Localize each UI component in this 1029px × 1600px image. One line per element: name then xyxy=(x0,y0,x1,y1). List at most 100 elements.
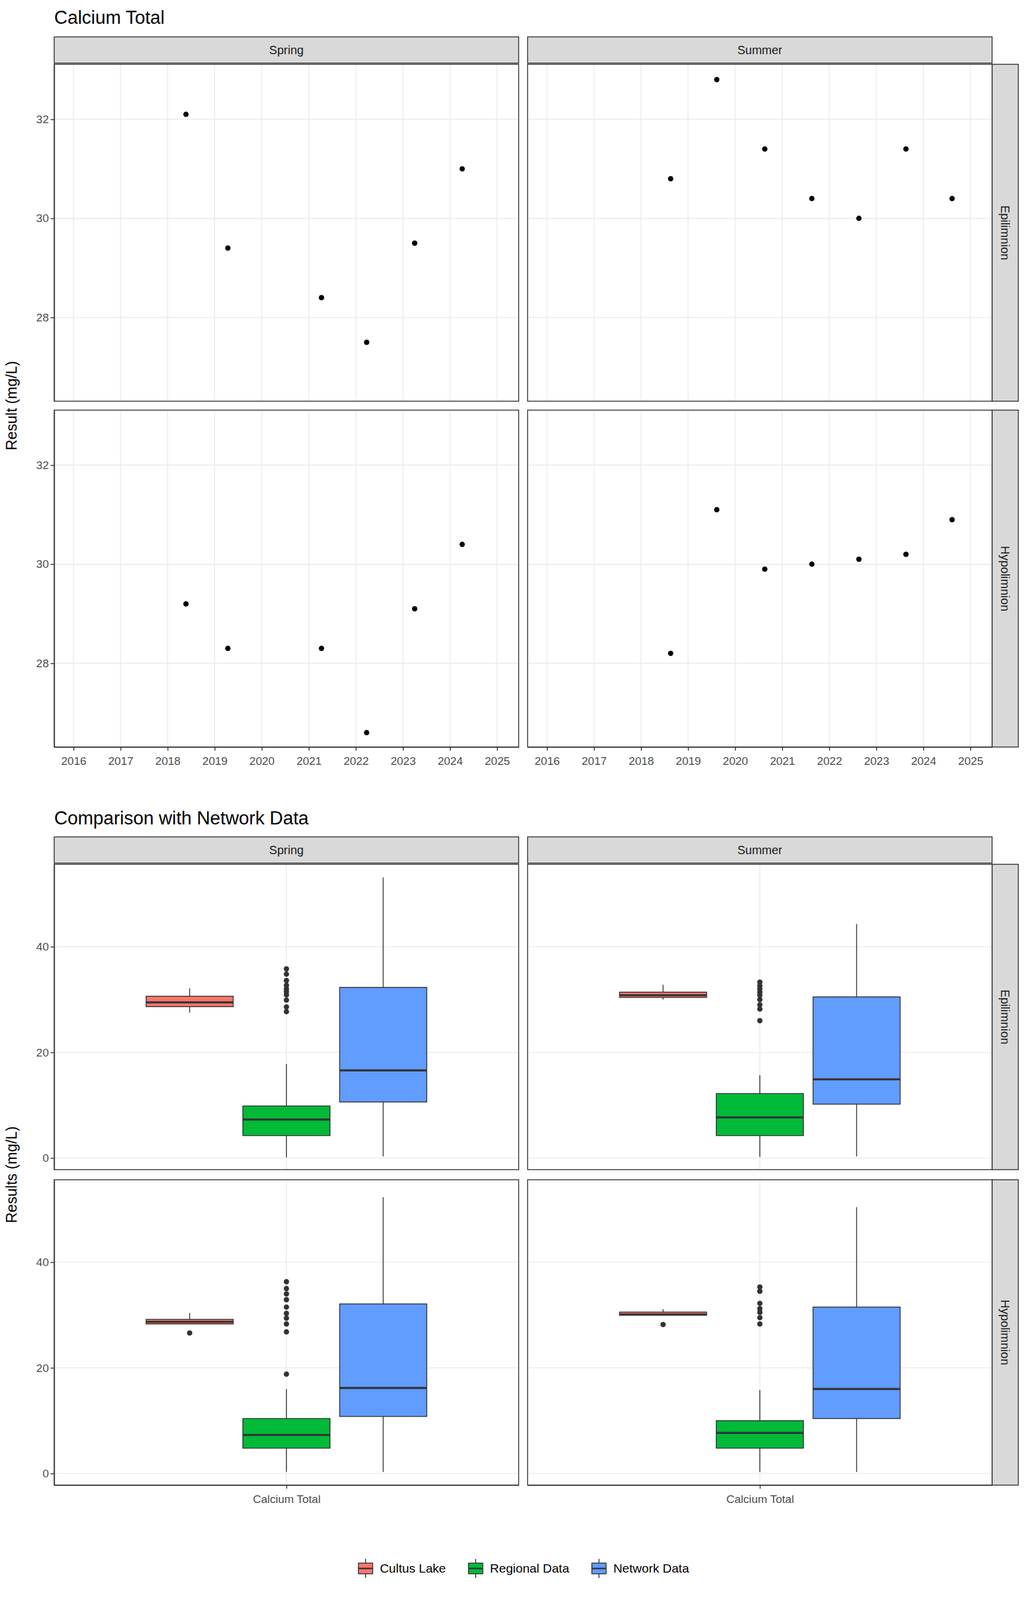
tick-label: 2018 xyxy=(155,755,181,768)
y-tick: 20 xyxy=(36,1362,55,1375)
panel-background xyxy=(54,864,519,1171)
tick-label: 2017 xyxy=(108,755,134,768)
grid-line xyxy=(828,64,831,402)
axis-line xyxy=(54,64,56,402)
x-tick: 2020 xyxy=(249,747,275,768)
legend-key xyxy=(468,1559,483,1579)
panel-background xyxy=(527,864,993,1171)
outlier xyxy=(284,966,290,972)
grid-line xyxy=(214,410,216,748)
point xyxy=(318,646,324,652)
panel: 02040 xyxy=(36,864,519,1171)
strip-label: Summer xyxy=(737,43,783,57)
axis-line xyxy=(54,747,520,749)
panel: 2830322016201720182019202020212022202320… xyxy=(36,410,520,768)
outlier xyxy=(284,998,290,1004)
whisker xyxy=(382,1197,385,1305)
strip-label: Hypolimnion xyxy=(998,1299,1012,1366)
y-tick: 30 xyxy=(36,557,55,571)
grid-line xyxy=(687,64,689,402)
axis-line xyxy=(54,865,56,1171)
legend-key-median xyxy=(468,1568,483,1571)
outlier xyxy=(284,992,290,999)
tick-label: 32 xyxy=(36,113,49,126)
panel-border xyxy=(54,64,519,402)
point xyxy=(318,295,324,301)
tick-label: 2024 xyxy=(911,755,937,768)
legend-key-box xyxy=(468,1563,483,1575)
median xyxy=(242,1118,330,1122)
tick-mark xyxy=(50,317,55,319)
panel-border xyxy=(54,864,519,1171)
x-tick: 2022 xyxy=(343,747,369,768)
point xyxy=(412,606,418,612)
strip xyxy=(992,864,1019,1171)
strip xyxy=(527,36,993,64)
panel xyxy=(527,864,993,1171)
grid-line xyxy=(875,64,878,402)
grid-line xyxy=(828,410,831,748)
tick-label: 2019 xyxy=(202,755,228,768)
tick-mark xyxy=(214,747,216,751)
tick-label: 2022 xyxy=(343,755,369,768)
grid-line xyxy=(449,410,451,748)
tick-mark xyxy=(734,747,737,751)
median xyxy=(145,1321,233,1324)
tick-mark xyxy=(167,747,169,751)
legend-label: Network Data xyxy=(613,1561,690,1576)
grid-line xyxy=(54,663,519,665)
x-tick: 2022 xyxy=(817,747,843,768)
tick-label: 2025 xyxy=(484,755,510,768)
panel: 2016201720182019202020212022202320242025 xyxy=(527,410,993,768)
tick-mark xyxy=(286,1485,288,1490)
legend-item: Regional Data xyxy=(468,1559,570,1579)
legend-key-median xyxy=(591,1568,607,1571)
tick-label: 2025 xyxy=(958,755,984,768)
point xyxy=(903,146,909,152)
grid-line xyxy=(54,563,519,566)
panel-background xyxy=(527,1180,993,1486)
x-tick: Calcium Total xyxy=(253,1485,321,1506)
panel: Calcium Total xyxy=(527,1180,993,1506)
y-axis: 283032 xyxy=(36,410,55,748)
strip-label: Summer xyxy=(737,843,783,857)
x-tick: 2024 xyxy=(437,747,464,768)
tick-mark xyxy=(50,1262,55,1264)
grid-line xyxy=(355,410,357,748)
x-tick: 2021 xyxy=(296,747,322,768)
strip-label: Epilimnion xyxy=(998,989,1012,1045)
median xyxy=(716,1432,804,1435)
box xyxy=(242,1419,330,1449)
strip xyxy=(992,410,1019,748)
tick-label: 30 xyxy=(36,557,49,571)
whisker xyxy=(856,924,858,997)
outlier xyxy=(284,1286,290,1292)
whisker xyxy=(382,1417,385,1473)
tick-mark xyxy=(593,747,595,751)
whisker xyxy=(189,1313,191,1321)
tick-mark xyxy=(923,747,925,751)
grid-line xyxy=(734,410,737,748)
outlier xyxy=(757,1289,763,1295)
whisker xyxy=(285,1064,288,1107)
grid-line xyxy=(546,64,548,402)
median xyxy=(716,1116,804,1119)
grid-line xyxy=(781,64,784,402)
axis-line xyxy=(54,1180,56,1487)
x-tick: 2019 xyxy=(675,747,701,768)
legend-key-box xyxy=(358,1563,373,1575)
tick-mark xyxy=(496,747,498,751)
y-tick: 40 xyxy=(36,1256,55,1269)
strip-label: Epilimnion xyxy=(998,205,1012,261)
point xyxy=(903,552,909,558)
grid-line xyxy=(640,410,642,748)
point xyxy=(363,730,370,736)
x-tick: 2017 xyxy=(108,747,134,768)
outlier xyxy=(284,1004,290,1010)
outlier xyxy=(284,1329,290,1336)
strip xyxy=(54,837,519,864)
tick-label: 2020 xyxy=(249,755,275,768)
grid-line xyxy=(73,64,75,402)
tick-mark xyxy=(50,663,55,665)
grid-line xyxy=(781,410,784,748)
